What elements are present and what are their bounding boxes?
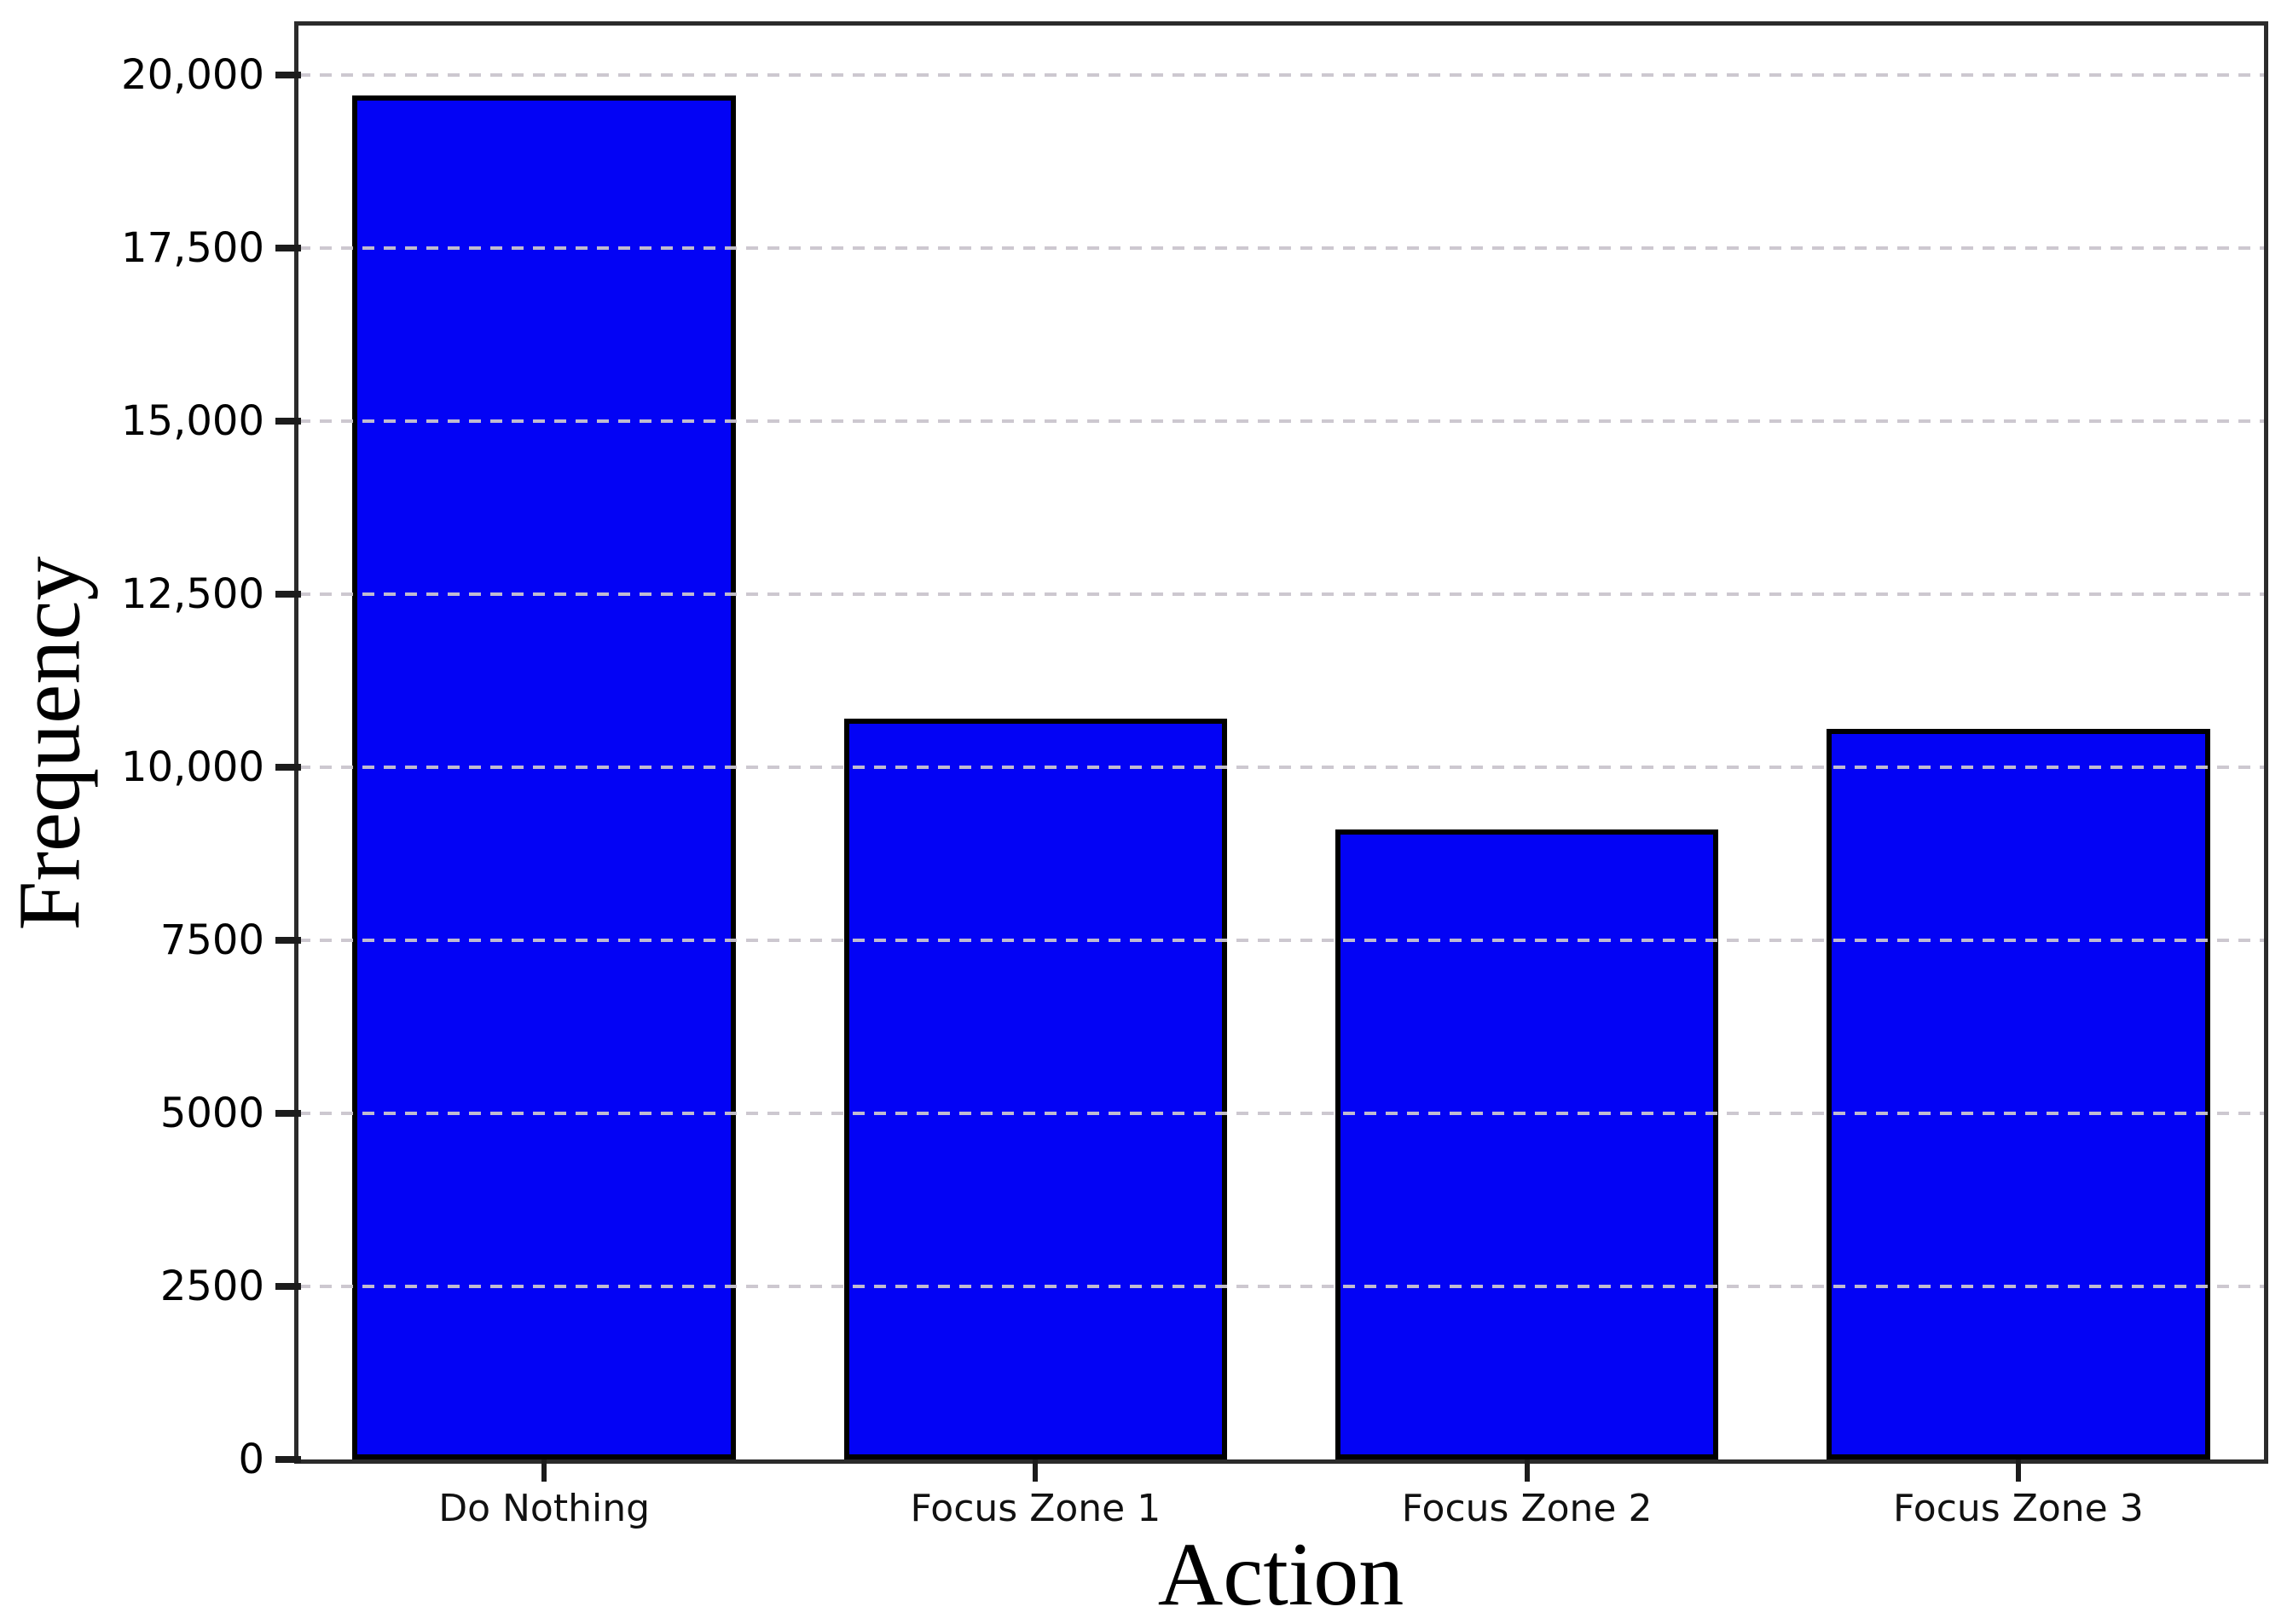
y-gridline xyxy=(298,938,2264,942)
y-tick-label: 2500 xyxy=(159,1262,264,1310)
x-tick-mark xyxy=(1033,1459,1039,1482)
y-tick-mark xyxy=(275,244,301,251)
bar xyxy=(352,95,736,1459)
x-tick-mark xyxy=(2015,1459,2021,1482)
x-tick-mark xyxy=(541,1459,547,1482)
y-tick-label: 10,000 xyxy=(121,743,264,791)
y-tick-mark xyxy=(275,71,301,78)
bar-slot xyxy=(1773,26,2264,1459)
plot-area: 0 2500 5000 7500 10,000 12,500 15,000 17,500 20,… xyxy=(121,21,2268,1530)
x-tick-label: Focus Zone 3 xyxy=(1893,1487,2144,1530)
y-tick-mark xyxy=(275,936,301,944)
bars-row xyxy=(298,26,2264,1459)
bar xyxy=(1827,729,2210,1459)
y-gridline xyxy=(298,246,2264,250)
y-tick-label: 20,000 xyxy=(121,50,264,99)
y-tick-label: 17,500 xyxy=(121,223,264,272)
bar-slot xyxy=(298,26,790,1459)
y-gridline xyxy=(298,72,2264,77)
y-gridline xyxy=(298,765,2264,769)
x-axis-title: Action xyxy=(1157,1524,1404,1624)
x-tick-label: Focus Zone 1 xyxy=(910,1487,1161,1530)
y-gridline xyxy=(298,1111,2264,1115)
y-gridline xyxy=(298,1284,2264,1288)
y-tick-mark xyxy=(275,1456,301,1463)
y-tick-mark xyxy=(275,763,301,771)
y-tick-label: 12,500 xyxy=(121,569,264,618)
bar xyxy=(1335,829,1719,1459)
bar-slot xyxy=(790,26,1281,1459)
y-tick-label: 15,000 xyxy=(121,396,264,445)
y-gridline xyxy=(298,419,2264,423)
y-gridline xyxy=(298,592,2264,596)
x-tick-label: Do Nothing xyxy=(438,1487,651,1530)
bar xyxy=(843,718,1228,1459)
y-tick-label: 7500 xyxy=(159,916,264,964)
y-tick-mark xyxy=(275,590,301,598)
x-tick-label: Focus Zone 2 xyxy=(1401,1487,1653,1530)
y-tick-mark xyxy=(275,1109,301,1117)
y-tick-label: 5000 xyxy=(159,1089,264,1137)
bar-slot xyxy=(1282,26,1773,1459)
x-tick-mark xyxy=(1524,1459,1530,1482)
y-tick-label: 0 xyxy=(238,1436,264,1483)
y-tick-mark xyxy=(275,1282,301,1290)
y-tick-mark xyxy=(275,417,301,425)
